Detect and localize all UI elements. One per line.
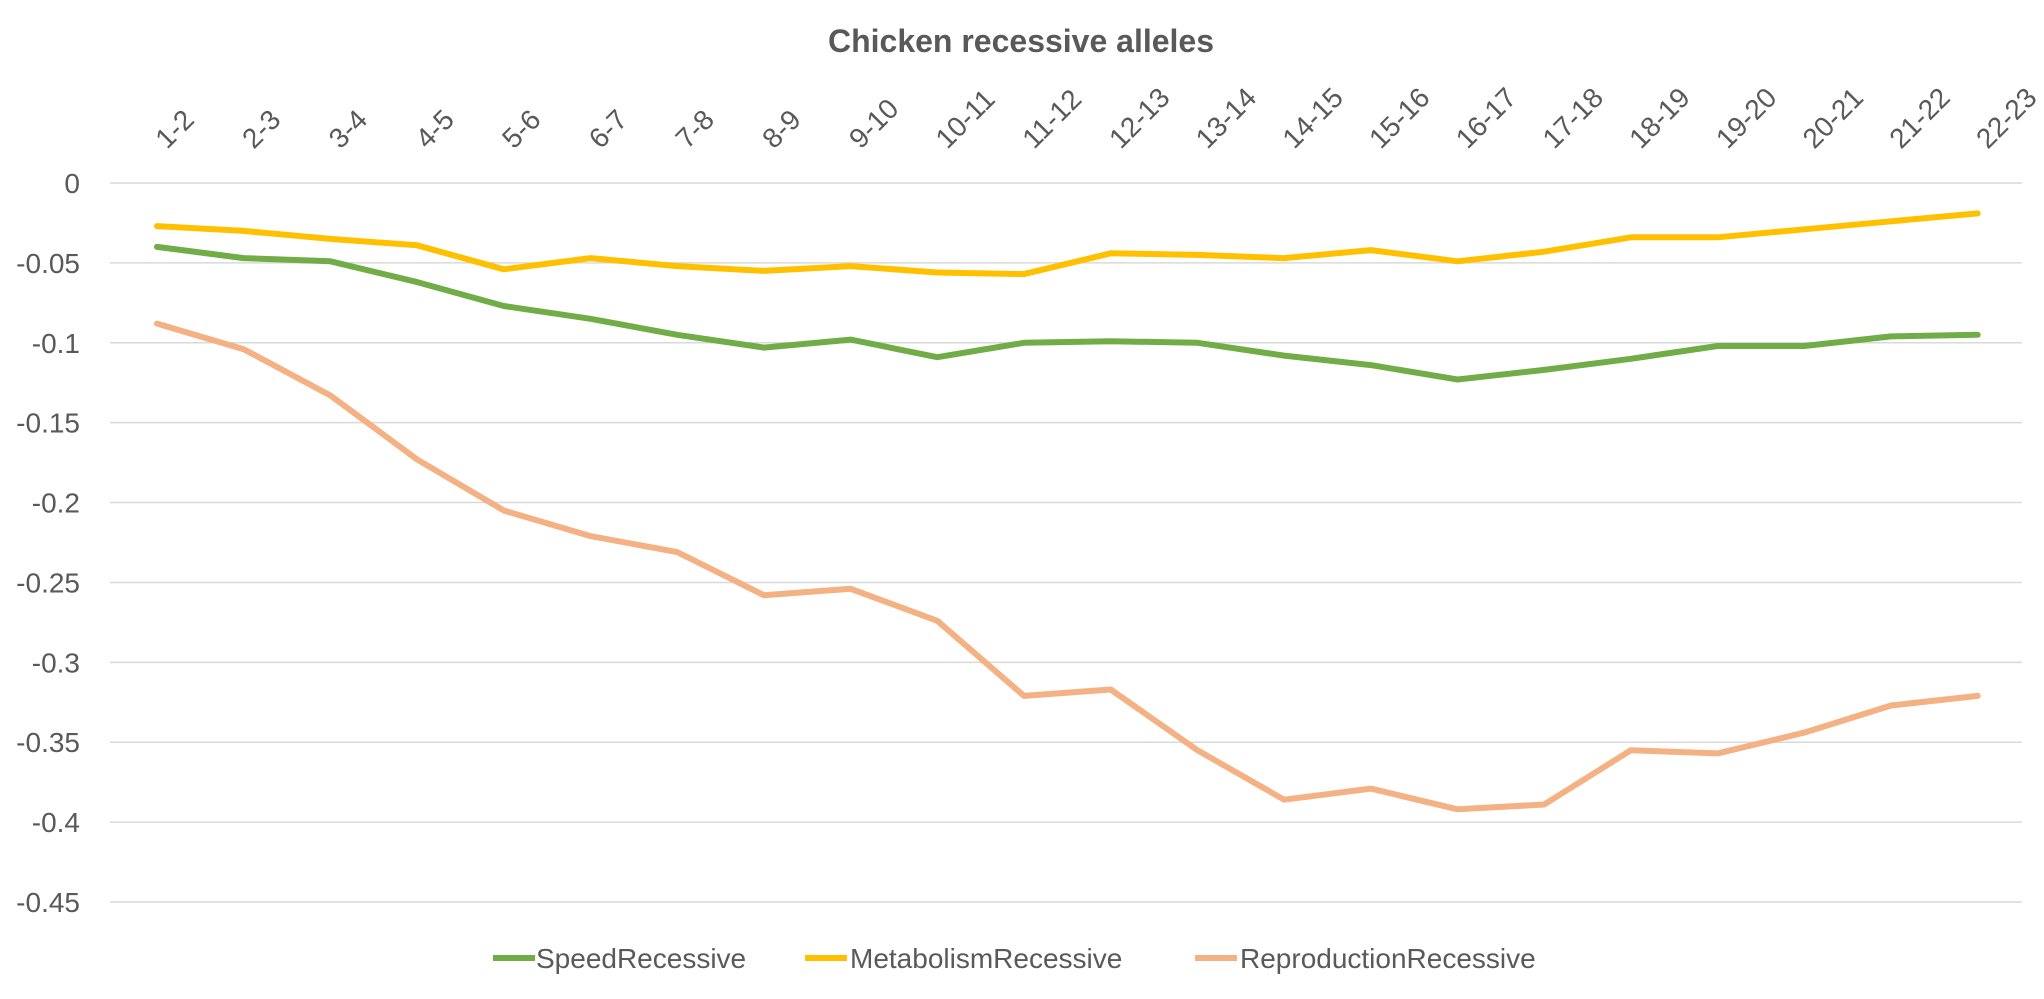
x-tick-label: 5-6 <box>496 104 547 155</box>
y-tick-label: -0.15 <box>16 408 80 439</box>
x-tick-label: 18-19 <box>1623 82 1696 155</box>
x-tick-label: 10-11 <box>930 83 1001 154</box>
x-tick-label: 14-15 <box>1276 82 1349 155</box>
series-line-reproductionrecessive <box>154 320 1981 813</box>
x-tick-label: 12-13 <box>1103 82 1176 155</box>
legend: SpeedRecessive MetabolismRecessive Reprodu… <box>493 943 1536 974</box>
legend-label-speedrecessive: SpeedRecessive <box>536 943 746 974</box>
chart-title: Chicken recessive alleles <box>828 23 1214 59</box>
y-tick-label: -0.1 <box>32 328 80 359</box>
x-tick-label: 8-9 <box>756 104 807 155</box>
y-tick-label: -0.2 <box>32 488 80 519</box>
x-tick-label: 19-20 <box>1710 82 1783 155</box>
x-tick-label: 2-3 <box>236 104 287 155</box>
x-tick-label: 15-16 <box>1363 82 1436 155</box>
x-tick-label: 21-22 <box>1883 82 1956 155</box>
series-lines <box>154 210 1981 813</box>
y-tick-label: -0.05 <box>16 248 80 279</box>
y-tick-label: -0.4 <box>32 807 80 838</box>
y-axis-tick-labels: 0 -0.05 -0.1 -0.15 -0.2 -0.25 -0.3 -0.35 -0.4 -0.… <box>16 168 80 918</box>
x-tick-label: 4-5 <box>409 104 460 155</box>
y-tick-label: -0.35 <box>16 727 80 758</box>
x-tick-label: 3-4 <box>323 104 374 155</box>
series-line-metabolismrecessive <box>154 210 1981 278</box>
legend-label-metabolismrecessive: MetabolismRecessive <box>850 943 1122 974</box>
gridlines <box>110 182 2022 903</box>
series-line-speedrecessive <box>154 243 1981 383</box>
x-tick-label: 9-10 <box>843 93 905 155</box>
x-tick-label: 7-8 <box>670 104 721 155</box>
x-tick-label: 17-18 <box>1537 82 1610 155</box>
x-tick-label: 11-12 <box>1016 83 1087 154</box>
y-tick-label: -0.25 <box>16 567 80 598</box>
x-tick-label: 13-14 <box>1190 82 1263 155</box>
x-tick-label: 22-23 <box>1970 82 2043 155</box>
x-tick-label: 1-2 <box>149 104 200 155</box>
y-tick-label: 0 <box>64 168 80 199</box>
legend-label-reproductionrecessive: ReproductionRecessive <box>1240 943 1536 974</box>
x-tick-label: 16-17 <box>1450 82 1523 155</box>
x-tick-label: 20-21 <box>1797 82 1870 155</box>
x-tick-label: 6-7 <box>583 104 634 155</box>
y-tick-label: -0.45 <box>16 887 80 918</box>
y-tick-label: -0.3 <box>32 647 80 678</box>
x-axis-tick-labels: 1-2 2-3 3-4 4-5 5-6 6-7 7-8 8-9 9-10 10-11 11-12 12… <box>149 82 2042 155</box>
